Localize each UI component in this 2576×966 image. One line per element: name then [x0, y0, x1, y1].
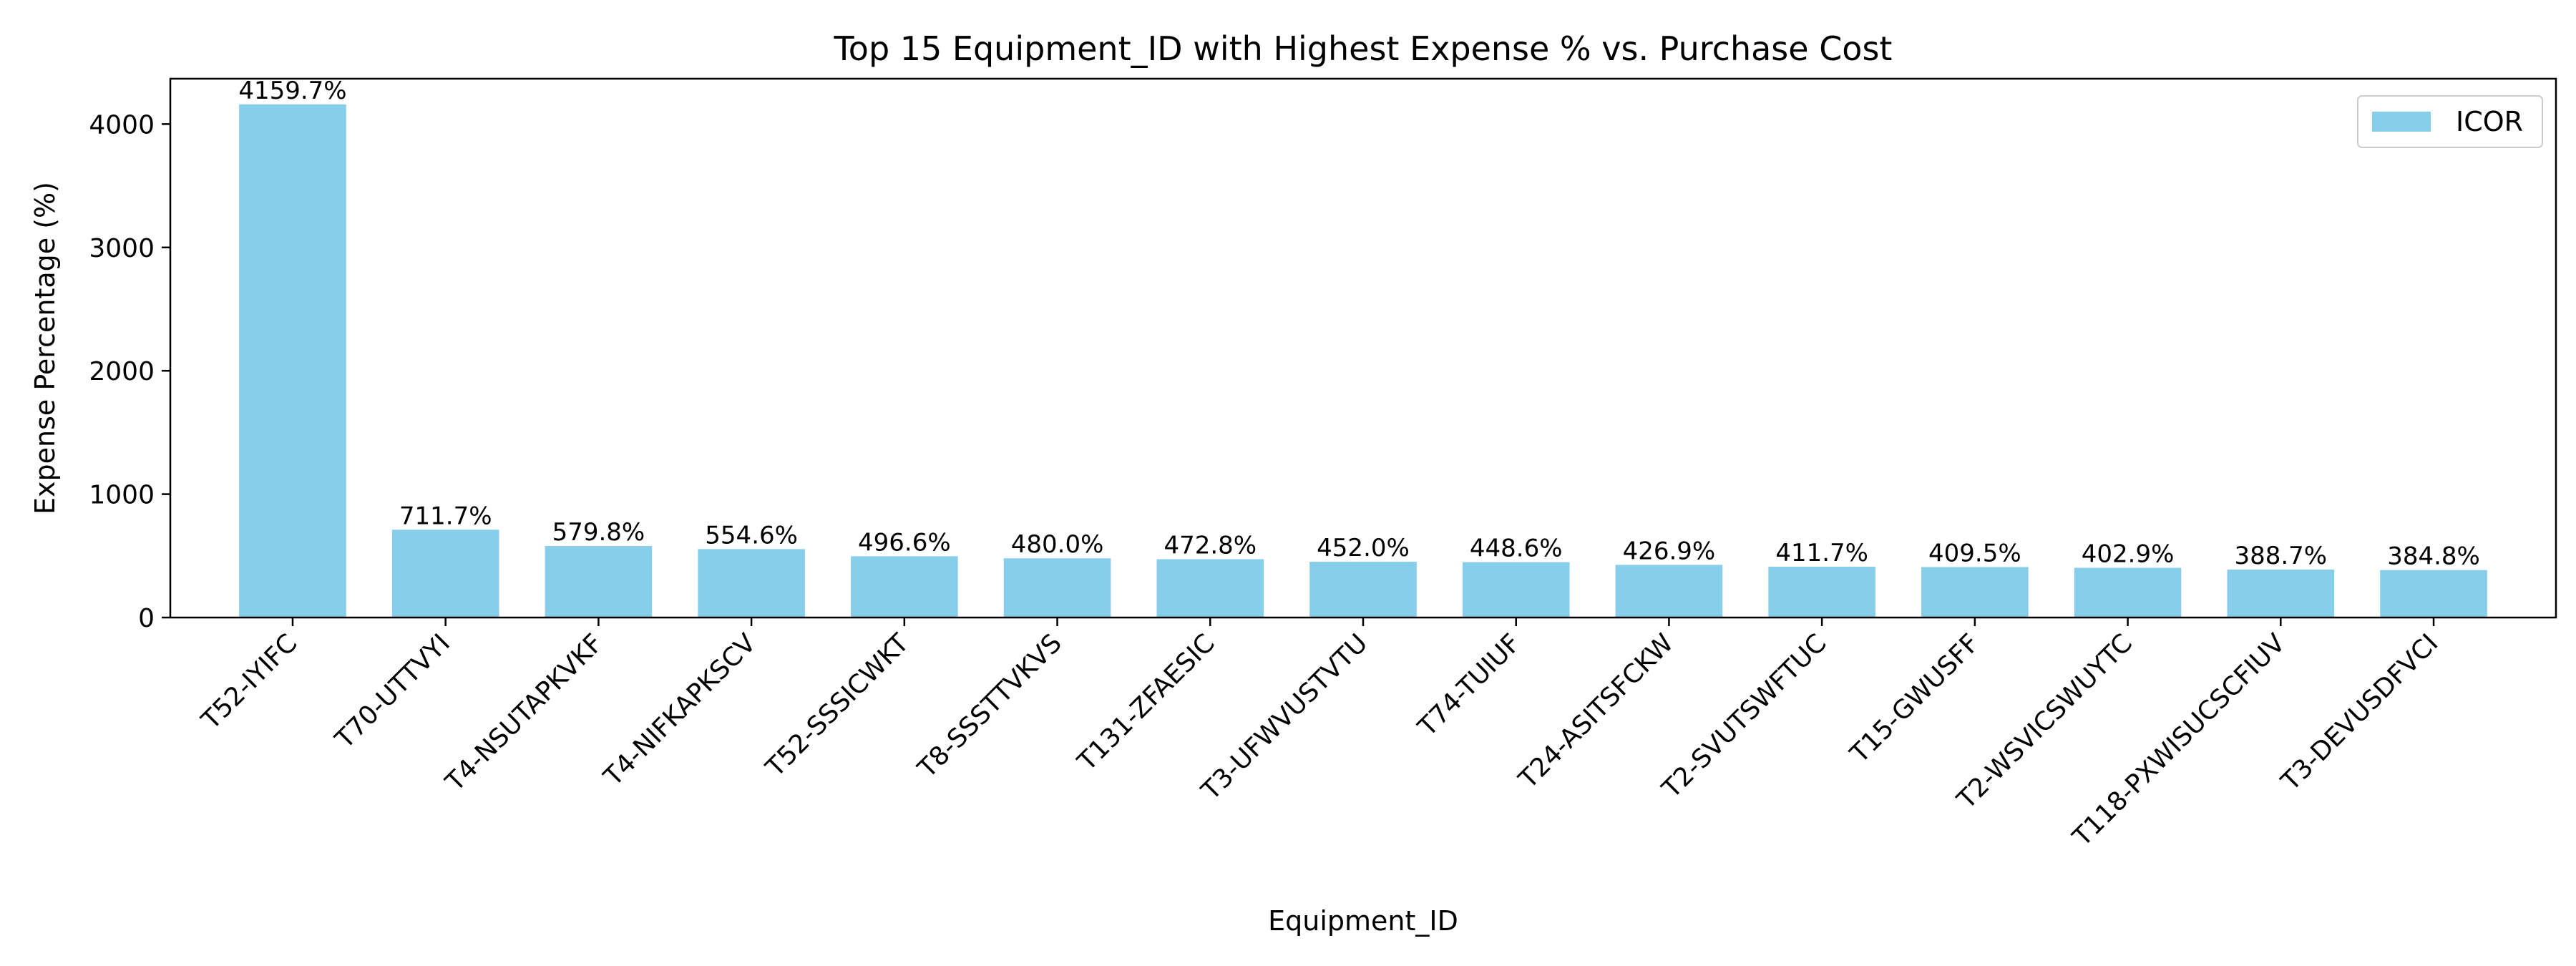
- data-label: 4159.7%: [238, 77, 346, 105]
- bar: [2074, 567, 2182, 618]
- y-tick-label: 0: [138, 604, 155, 633]
- data-label: 411.7%: [1775, 539, 1868, 567]
- bar: [1768, 567, 1875, 618]
- x-tick-label: T8-SSSTTVKVS: [912, 628, 1067, 784]
- y-tick-label: 4000: [89, 110, 155, 140]
- x-tick-label: T131-ZFAESIC: [1072, 628, 1221, 777]
- data-label: 388.7%: [2234, 542, 2327, 570]
- x-tick-label: T2-WSVICSWUYTC: [1951, 628, 2138, 815]
- x-tick-label: T2-SVUTSWFTUC: [1657, 628, 1833, 804]
- legend-swatch: [2372, 112, 2431, 132]
- bar: [1156, 559, 1264, 618]
- x-tick-label: T4-NSUTAPKVKF: [440, 628, 609, 797]
- bar: [1615, 565, 1723, 618]
- bar: [239, 104, 346, 618]
- data-label: 554.6%: [705, 521, 798, 550]
- x-tick-label: T74-TUIUF: [1413, 628, 1526, 742]
- x-axis-ticks: T52-IYIFC T70-UTTVYIT4-NSUTAPKVKFT4-NIFKA…: [196, 618, 2444, 853]
- x-tick-label: T24-ASITSFCKW: [1513, 628, 1679, 794]
- x-tick-label: T52-IYIFC: [196, 628, 303, 736]
- chart-title: Top 15 Equipment_ID with Highest Expense…: [834, 29, 1893, 68]
- data-label: 480.0%: [1011, 530, 1104, 559]
- bar: [2227, 569, 2335, 618]
- plot-frame: [169, 77, 2557, 619]
- x-tick-label: T3-UFWVUSTVTU: [1196, 628, 1373, 806]
- x-tick-label: T15-GWUSFF: [1845, 628, 1986, 769]
- legend-box: [2357, 95, 2543, 148]
- y-tick-label: 3000: [89, 234, 155, 263]
- data-label: 402.9%: [2082, 540, 2175, 569]
- bar: [698, 549, 805, 618]
- bar: [851, 556, 958, 618]
- data-label: 448.6%: [1470, 535, 1563, 563]
- data-label: 579.8%: [552, 518, 645, 547]
- y-axis-ticks: 0 1000 2000 3000 4000: [89, 110, 170, 633]
- data-label: 426.9%: [1623, 537, 1716, 565]
- bar: [1309, 562, 1417, 618]
- bar: [1462, 562, 1570, 618]
- data-label: 711.7%: [399, 502, 492, 530]
- y-tick-label: 1000: [89, 481, 155, 510]
- x-tick-label: T70-UTTVYI: [329, 628, 456, 755]
- x-tick-label: T52-SSSICWKT: [760, 628, 915, 784]
- x-tick-label: T4-NIFKAPKSCV: [598, 628, 762, 792]
- bar: [391, 530, 499, 618]
- data-label: 452.0%: [1317, 534, 1410, 562]
- data-label: 472.8%: [1163, 531, 1257, 560]
- data-labels-layer: 4159.7% 711.7% 579.8% 554.6% 496.6% 480.0% 472…: [238, 77, 2480, 571]
- bar: [1003, 558, 1111, 618]
- data-label: 384.8%: [2387, 542, 2480, 571]
- y-tick-label: 2000: [89, 357, 155, 386]
- legend-label: ICOR: [2456, 106, 2523, 137]
- x-axis-label: Equipment_ID: [1268, 905, 1458, 937]
- bar: [545, 546, 653, 618]
- bar: [1921, 567, 2029, 618]
- legend: ICOR: [2357, 95, 2543, 148]
- x-tick-label: T3-DEVUSDFVCI: [2275, 628, 2444, 796]
- data-label: 496.6%: [858, 528, 951, 557]
- y-axis-label: Expense Percentage (%): [29, 182, 61, 514]
- bars-layer: [239, 104, 2487, 618]
- bar: [2380, 570, 2487, 618]
- data-label: 409.5%: [1928, 539, 2021, 567]
